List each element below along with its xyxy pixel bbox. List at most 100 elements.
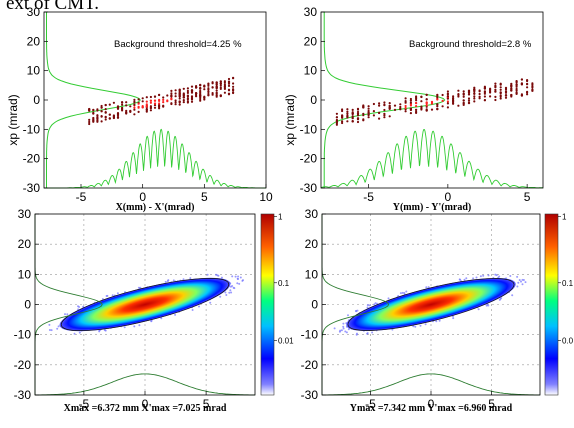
- scatter-point: [215, 83, 218, 86]
- scatter-point: [346, 112, 349, 115]
- scatter-point: [378, 102, 381, 105]
- scatter-point: [116, 116, 120, 119]
- scatter-point: [219, 94, 222, 97]
- scatter-point: [372, 110, 375, 113]
- scatter-point: [393, 104, 397, 107]
- density-point: [509, 275, 512, 277]
- scatter-point: [367, 107, 370, 110]
- scatter-point: [92, 108, 95, 111]
- scatter-point: [133, 108, 136, 111]
- scatter-point: [182, 92, 185, 95]
- density-point: [189, 277, 192, 280]
- scatter-point: [526, 91, 529, 94]
- density-point: [366, 304, 369, 307]
- scatter-point: [149, 109, 152, 112]
- y-tick-label: 30: [27, 5, 41, 19]
- scatter-point: [351, 120, 354, 123]
- density-point: [368, 304, 371, 307]
- scatter-point: [211, 93, 214, 96]
- scatter-point: [190, 85, 194, 88]
- scatter-point: [219, 86, 222, 89]
- density-point: [57, 325, 60, 328]
- density-point: [216, 274, 219, 277]
- scatter-point: [473, 100, 476, 103]
- scatter-point: [211, 86, 214, 89]
- x-tick-label: 0: [139, 190, 146, 204]
- scatter-point: [182, 87, 185, 90]
- density-point: [482, 274, 485, 277]
- scatter-point: [441, 99, 444, 102]
- scatter-point: [182, 101, 185, 104]
- scatter-point: [515, 80, 518, 83]
- scatter-point: [145, 105, 148, 108]
- scatter-point: [137, 102, 140, 105]
- scatter-point: [356, 108, 360, 111]
- scatter-point: [409, 97, 412, 101]
- scatter-point: [170, 102, 173, 105]
- y-tick-label: 20: [18, 237, 32, 251]
- y-tick-label: 0: [24, 298, 31, 312]
- scatter-point: [182, 99, 185, 102]
- scatter-point: [467, 97, 471, 100]
- scatter-point: [153, 102, 157, 105]
- y-tick-label: -30: [301, 388, 319, 402]
- density-point: [371, 331, 374, 334]
- density-point: [101, 298, 104, 300]
- scatter-point: [425, 108, 428, 111]
- density-point: [229, 285, 232, 288]
- density-point: [237, 275, 240, 278]
- scatter-point: [393, 108, 397, 111]
- scatter-point: [178, 90, 181, 93]
- scatter-point: [335, 118, 338, 122]
- scatter-point: [420, 106, 423, 110]
- scatter-point: [526, 79, 529, 83]
- scatter-point: [457, 89, 460, 92]
- x-tick-label: -5: [79, 397, 90, 411]
- scatter-point: [462, 103, 465, 106]
- scatter-point: [186, 95, 189, 98]
- density-point: [424, 323, 427, 326]
- scatter-point: [104, 118, 107, 121]
- scatter-point: [499, 83, 502, 86]
- scatter-point: [100, 115, 103, 118]
- scatter-point: [399, 108, 402, 111]
- y-axis-label: xp (mrad): [6, 94, 20, 145]
- scatter-point: [335, 122, 338, 125]
- scatter-point: [145, 108, 148, 111]
- density-point: [182, 278, 185, 281]
- density-point: [224, 291, 227, 294]
- density-point: [511, 294, 514, 297]
- scatter-point: [125, 101, 128, 104]
- scatter-point: [446, 95, 449, 98]
- density-point: [516, 285, 519, 288]
- scatter-point: [121, 107, 124, 110]
- density-point: [425, 286, 428, 289]
- scatter-point: [335, 123, 338, 126]
- scatter-point: [133, 98, 136, 101]
- scatter-point: [178, 100, 181, 103]
- density-point: [487, 274, 490, 277]
- scatter-point: [112, 116, 115, 120]
- y-tick-label: -10: [301, 328, 319, 342]
- y-tick-label: -20: [23, 152, 41, 166]
- scatter-point: [388, 102, 391, 105]
- density-point: [498, 298, 501, 301]
- density-point: [338, 330, 341, 333]
- scatter-point: [399, 103, 402, 106]
- scatter-point: [129, 109, 132, 112]
- y-tick-label: 10: [305, 267, 319, 281]
- scatter-point: [383, 101, 386, 104]
- density-point: [106, 294, 109, 297]
- scatter-point: [372, 114, 375, 117]
- scatter-point: [178, 91, 181, 94]
- y-tick-label: 0: [311, 298, 318, 312]
- scatter-point: [170, 89, 173, 92]
- y-tick-label: 20: [304, 34, 318, 48]
- scatter-point: [404, 97, 407, 100]
- density-point: [230, 291, 233, 294]
- scatter-point: [473, 97, 476, 100]
- y-tick-label: -20: [301, 358, 319, 372]
- scatter-point: [409, 103, 412, 106]
- scatter-point: [425, 102, 428, 105]
